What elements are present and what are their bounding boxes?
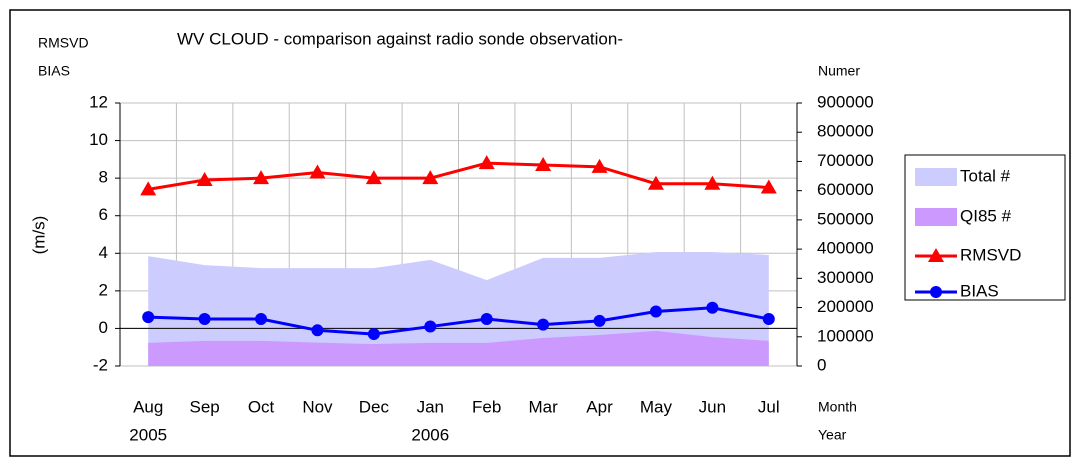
marker [928,248,944,262]
line [147,161,769,191]
y-tick-label: 4 [99,243,108,262]
marker [706,301,719,314]
marker [480,313,493,326]
area [148,330,769,366]
y2-tick-label: 200000 [817,297,874,316]
marker [930,286,942,298]
x-tick-label: Mar [528,397,558,416]
x-tick-label: Jun [699,397,726,416]
y2-tick-label: 800000 [817,122,874,141]
x-tick-label: Sep [190,397,220,416]
marker [762,313,775,326]
y-label-top: RMSVD [38,35,89,51]
marker [478,155,495,170]
y-tick-label: -2 [93,355,108,374]
legend-label: Total # [960,166,1011,185]
y2-axis-label: Numer [818,63,860,79]
marker [311,324,324,337]
y-tick-label: 6 [99,205,108,224]
year-label: 2006 [411,425,449,444]
line [148,306,770,336]
marker [309,164,326,179]
y-tick-label: 8 [99,168,108,187]
y-tick-label: 2 [99,280,108,299]
marker [760,179,777,194]
y2-tick-label: 400000 [817,239,874,258]
legend-label: QI85 # [960,206,1012,225]
x-tick-label: Jul [758,397,780,416]
marker [253,170,270,185]
x-tick-label: Dec [359,397,390,416]
marker [365,170,382,185]
marker [142,311,155,324]
marker [140,181,157,196]
y2-tick-label: 300000 [817,268,874,287]
marker [424,320,437,333]
x-axis-label2: Year [818,427,847,443]
chart-border [9,9,1071,457]
y-label-top2: BIAS [38,63,70,79]
x-tick-label: May [640,397,673,416]
marker [591,158,608,173]
marker [367,328,380,341]
marker [593,314,606,327]
y2-tick-label: 700000 [817,151,874,170]
legend-label: RMSVD [960,245,1021,264]
chart-title: WV CLOUD - comparison against radio sond… [177,29,623,48]
x-tick-label: Feb [472,397,501,416]
legend-swatch [915,208,957,226]
year-label: 2005 [129,425,167,444]
marker [198,313,211,326]
x-tick-label: Oct [248,397,275,416]
y-tick-label: 12 [89,92,108,111]
x-tick-label: Aug [133,397,163,416]
x-tick-label: Jan [417,397,444,416]
y-tick-label: 10 [89,130,108,149]
marker [255,313,268,326]
marker [647,175,664,190]
x-tick-label: Apr [586,397,613,416]
marker [649,305,662,318]
y2-tick-label: 600000 [817,180,874,199]
y2-tick-label: 900000 [817,92,874,111]
legend-swatch [915,168,957,186]
marker [196,172,213,187]
y2-tick-label: 500000 [817,209,874,228]
y-axis-label: (m/s) [29,216,48,255]
x-axis-label: Month [818,399,857,415]
x-tick-label: Nov [302,397,333,416]
y2-tick-label: 100000 [817,326,874,345]
marker [704,175,721,190]
y2-tick-label: 0 [817,355,826,374]
y-tick-label: 0 [99,318,108,337]
marker [535,156,552,171]
marker [537,318,550,331]
marker [422,170,439,185]
legend-label: BIAS [960,281,999,300]
